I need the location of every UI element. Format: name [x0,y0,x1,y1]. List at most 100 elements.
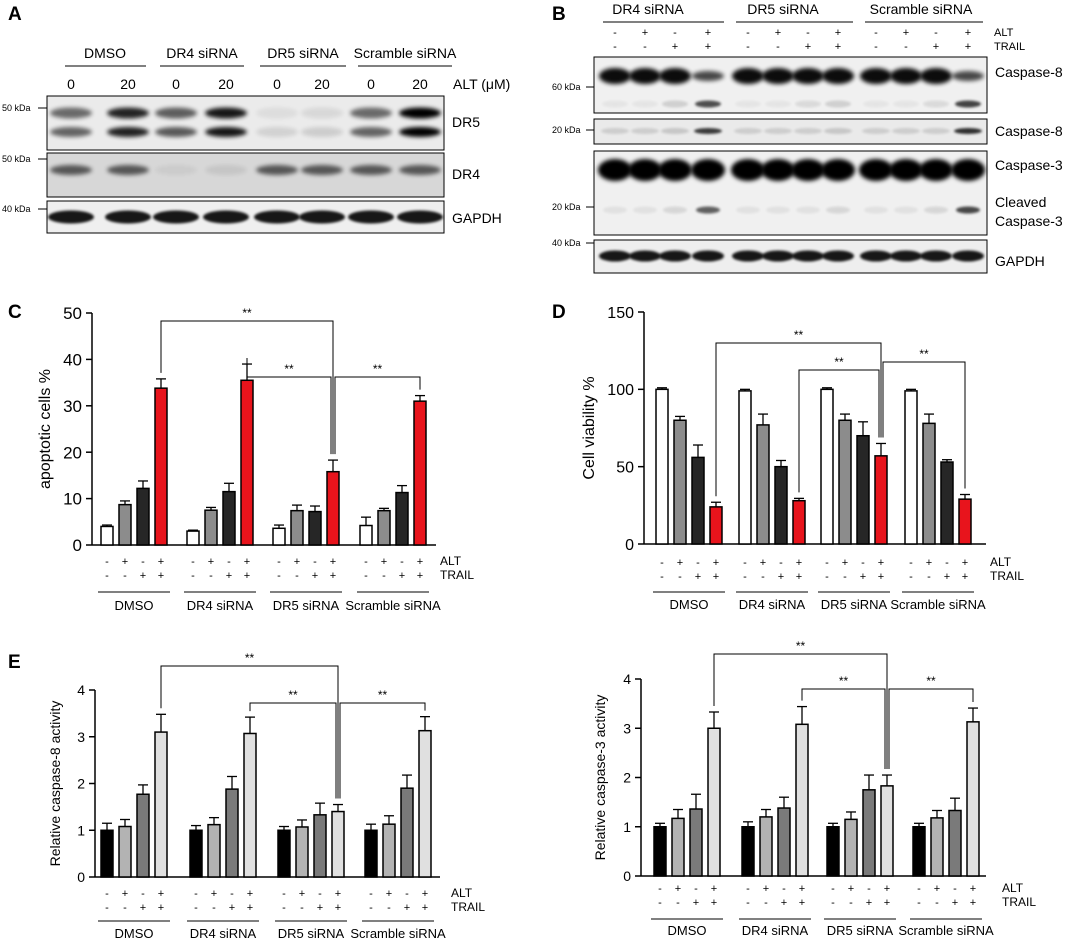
blot-a-band-gapdh [299,210,345,224]
blot-a-dose: 0 [273,76,281,92]
blot-a-dose: 20 [120,76,136,92]
blot-b-band-gapdh [599,250,631,262]
bar [154,731,168,878]
significance-bracket [882,361,966,489]
blot-b-alt-sign: + [705,27,711,39]
alt-sign: - [694,883,698,895]
blot-b-band-casp3-cleaved [924,206,948,214]
group-label: DR5 siRNA [273,598,340,613]
panel-letter-c: C [8,302,22,323]
alt-sign: + [796,557,802,569]
blot-b-band-casp8-cleaved [824,128,852,134]
blot-b-band-label: Cleaved [995,194,1046,210]
blot-a-band-dr5-lower [301,127,343,137]
blot-b-band-gapdh [952,250,984,262]
alt-sign: + [244,556,250,568]
alt-sign: - [369,888,373,900]
blot-a-band-dr4 [399,165,441,175]
blot-a-band-dr5-lower [155,127,197,137]
trail-sign: + [860,571,866,583]
blot-b-marker: 20 kDa [552,202,581,212]
alt-sign: - [277,556,281,568]
y-tick-label: 4 [77,682,85,698]
blot-b-alt-sign: + [835,27,841,39]
blot-b-band-label: Caspase-3 [995,157,1063,173]
alt-sign: - [782,883,786,895]
y-axis-label: apoptotic cells % [37,369,54,489]
blot-b-band-casp8-intermediate [632,100,658,108]
blot-a-band-dr5-upper [50,107,92,119]
blot-b-trail-sign: - [643,41,647,53]
blot-a-band-dr4 [155,165,197,175]
blot-b-trail-sign: + [933,41,939,53]
blot-b-alt-sign: - [874,27,878,39]
trail-sign: + [799,897,805,909]
significance-bracket [160,665,339,799]
trail-sign: - [123,570,127,582]
blot-b-trail-sign: - [746,41,750,53]
alt-sign: + [211,888,217,900]
alt-sign: + [970,883,976,895]
blot-b-band-gapdh [792,250,824,262]
group-label: DR4 siRNA [742,923,809,938]
blot-b-alt-sign: + [775,27,781,39]
blot-b-band-casp8 [890,68,922,84]
trail-row-label: TRAIL [440,568,474,582]
blot-a-band-dr5-upper [256,107,298,119]
alt-sign: + [842,557,848,569]
trail-sign: + [404,902,410,914]
alt-sign: + [386,888,392,900]
trail-sign: - [764,897,768,909]
blot-b-band-casp3 [951,159,985,181]
alt-sign: + [878,557,884,569]
blot-b-band-casp8 [860,68,892,84]
trail-sign: - [369,902,373,914]
blot-b-band-casp8-cleaved [892,128,920,134]
chart-caspase-8-activity: 0 1 2 3 4 Relative caspase-8 activity - - + - - + + +… [47,651,485,941]
trail-sign: - [927,571,931,583]
panel-letter-b: B [552,4,566,25]
blot-b-band-casp8 [732,68,764,84]
blot-a-band-label: DR4 [452,166,480,182]
alt-sign: - [141,556,145,568]
blot-b-band-casp8-intermediate [795,100,821,108]
blot-b-band-gapdh [920,250,952,262]
trail-sign: + [140,902,146,914]
y-tick-label: 50 [63,304,82,323]
blot-b-band-gapdh [732,250,764,262]
bar [395,491,409,546]
trail-sign: - [105,570,109,582]
bar [655,388,669,545]
blot-a-band-dr5-upper [399,107,441,119]
trail-row-label: TRAIL [451,900,485,914]
blot-a-band-label: DR5 [452,114,480,130]
blot-a-band-gapdh [397,210,443,224]
blot-b-band-gapdh [659,250,691,262]
blot-a-band-label: GAPDH [452,210,502,226]
alt-sign: - [660,557,664,569]
blot-b-trail-sign: + [805,41,811,53]
blot-a-band-gapdh [48,210,94,224]
blot-b-alt-sign: - [806,27,810,39]
alt-sign: + [335,888,341,900]
trail-sign: + [229,902,235,914]
bar [844,818,858,877]
bar [930,817,944,877]
blot-b-band-casp3-cleaved [894,206,918,214]
bar [671,817,685,877]
bar [382,823,396,878]
significance-bracket [798,369,880,493]
significance-bracket [334,376,421,455]
blot-a-band-dr5-upper [107,107,149,119]
alt-sign: + [381,556,387,568]
y-tick-label: 40 [63,351,82,370]
group-label: DR5 siRNA [278,926,345,941]
alt-row-label: ALT [1002,881,1024,895]
group-label: Scramble siRNA [350,926,446,941]
alt-sign: + [417,556,423,568]
y-tick-label: 0 [623,868,631,884]
blot-a-band-gapdh [153,210,199,224]
blot-b-alt-sign: - [613,27,617,39]
bar [295,826,309,878]
